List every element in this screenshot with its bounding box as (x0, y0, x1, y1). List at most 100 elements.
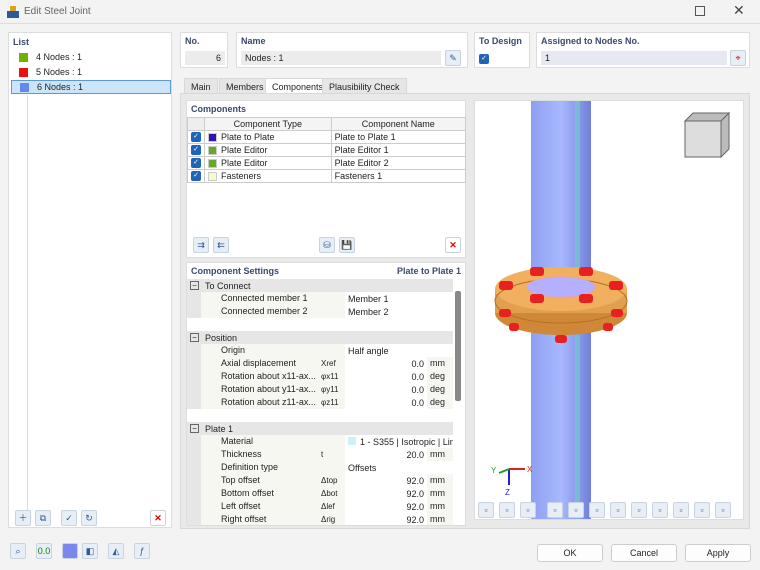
settings-header: Component Settings (191, 266, 279, 276)
delete-component-icon[interactable]: ✕ (445, 237, 461, 253)
reset-icon[interactable]: ▫ (694, 502, 710, 518)
add-component-icon[interactable]: ⇉ (193, 237, 209, 253)
select-icon[interactable]: ▫ (478, 502, 494, 518)
settings-row[interactable]: Rotation about z11-ax... φz11 0.0 deg (187, 396, 453, 409)
insert-component-icon[interactable]: ⇇ (213, 237, 229, 253)
settings-row[interactable]: Connected member 1 Member 1 (187, 292, 453, 305)
table-row[interactable]: ✓ Plate Editor Plate Editor 2 (187, 156, 467, 170)
settings-row[interactable]: Definition type Offsets (187, 461, 453, 474)
table-row[interactable]: ✓ Fasteners Fasteners 1 (187, 169, 467, 183)
setting-value[interactable]: Half angle (348, 345, 389, 356)
settings-row[interactable]: Thickness t 20.0 mm (187, 448, 453, 461)
no-label: No. (185, 36, 200, 46)
close-button[interactable]: ✕ (733, 2, 745, 18)
component-checkbox[interactable]: ✓ (191, 158, 201, 169)
settings-row[interactable]: Rotation about y11-ax... φy11 0.0 deg (187, 383, 453, 396)
collapse-icon[interactable]: − (190, 281, 199, 290)
settings-scrollbar[interactable] (455, 291, 461, 401)
settings-row[interactable]: Origin Half angle (187, 344, 453, 357)
settings-row[interactable]: Left offset Δlef 92.0 mm (187, 500, 453, 513)
no-field[interactable]: 6 (185, 51, 225, 65)
maximize-button[interactable] (695, 6, 705, 16)
settings-row[interactable]: Material 1 - S355 | Isotropic | Linea... (187, 435, 453, 448)
to-design-checkbox[interactable]: ✓ (479, 54, 489, 64)
table-row[interactable]: ✓ Plate to Plate Plate to Plate 1 (187, 130, 467, 144)
collapse-icon[interactable]: − (190, 424, 199, 433)
wireframe-icon[interactable]: ▫ (652, 502, 668, 518)
uncheck-icon[interactable]: ↻ (81, 510, 97, 526)
settings-row[interactable]: Axial displacement Xref 0.0 mm (187, 357, 453, 370)
pick-nodes-icon[interactable]: ⌖ (730, 50, 746, 66)
settings-row[interactable]: Rotation about x11-ax... φx11 0.0 deg (187, 370, 453, 383)
setting-unit (427, 344, 453, 357)
cancel-button[interactable]: Cancel (611, 544, 677, 562)
setting-value[interactable]: 20.0 (406, 449, 424, 460)
tab-components[interactable]: Components (265, 78, 331, 94)
iso-view-icon[interactable]: ▫ (610, 502, 626, 518)
ok-button[interactable]: OK (537, 544, 603, 562)
view-icon[interactable]: ◭ (108, 543, 124, 559)
setting-value[interactable]: Offsets (348, 462, 377, 473)
settings-row[interactable]: Bottom offset Δbot 92.0 mm (187, 487, 453, 500)
settings-row[interactable]: Connected member 2 Member 2 (187, 305, 453, 318)
x-view-icon[interactable]: ▫ (547, 502, 563, 518)
check-all-icon[interactable]: ✓ (61, 510, 77, 526)
tab-members[interactable]: Members (219, 78, 271, 94)
view-cube[interactable] (683, 111, 731, 159)
list-item-label: 6 Nodes : 1 (37, 82, 84, 92)
setting-value[interactable]: 92.0 (406, 501, 424, 512)
axes-icon[interactable]: ▫ (499, 502, 515, 518)
edit-name-icon[interactable]: ✎ (445, 50, 461, 66)
color-swatch (19, 67, 28, 77)
setting-value[interactable]: 1 - S355 | Isotropic | Linea... (360, 436, 453, 447)
setting-value[interactable]: Member 2 (348, 306, 389, 317)
tab-plausibility-check[interactable]: Plausibility Check (322, 78, 407, 94)
formula-icon[interactable]: ƒ (134, 543, 150, 559)
save-icon[interactable]: 💾 (339, 237, 355, 253)
z-view-icon[interactable]: ▫ (589, 502, 605, 518)
setting-symbol (321, 292, 345, 305)
apply-button[interactable]: Apply (685, 544, 751, 562)
3d-view[interactable]: X Y Z (474, 100, 744, 520)
table-row[interactable]: ✓ Plate Editor Plate Editor 1 (187, 143, 467, 157)
settings-group[interactable]: − Position (187, 331, 453, 344)
component-checkbox[interactable]: ✓ (191, 145, 201, 156)
delete-icon[interactable]: ✕ (150, 510, 166, 526)
y-view-icon[interactable]: ▫ (568, 502, 584, 518)
setting-value[interactable]: Member 1 (348, 293, 389, 304)
list-item[interactable]: 5 Nodes : 1 (11, 65, 171, 79)
settings-group[interactable]: − To Connect (187, 279, 453, 292)
tab-main[interactable]: Main (184, 78, 218, 94)
print-icon[interactable]: ▫ (673, 502, 689, 518)
solid-icon[interactable]: ▫ (631, 502, 647, 518)
display-icon[interactable]: ◧ (82, 543, 98, 559)
render-icon[interactable]: ▫ (520, 502, 536, 518)
list-item[interactable]: 4 Nodes : 1 (11, 50, 171, 64)
search-icon[interactable]: ⌕ (10, 543, 26, 559)
setting-unit: deg (427, 370, 453, 383)
settings-row[interactable]: Top offset Δtop 92.0 mm (187, 474, 453, 487)
setting-value[interactable]: 92.0 (406, 488, 424, 499)
component-checkbox[interactable]: ✓ (191, 132, 201, 143)
setting-value[interactable]: 92.0 (406, 514, 424, 525)
units-icon[interactable]: 0.0 (36, 543, 52, 559)
list-item[interactable]: 6 Nodes : 1 (11, 80, 171, 94)
list-item-label: 5 Nodes : 1 (36, 67, 83, 77)
assigned-field[interactable]: 1 (541, 51, 727, 65)
setting-value[interactable]: 0.0 (411, 358, 424, 369)
setting-value[interactable]: 92.0 (406, 475, 424, 486)
copy-item-icon[interactable]: ⧉ (35, 510, 51, 526)
setting-value[interactable]: 0.0 (411, 397, 424, 408)
new-item-icon[interactable]: ＋ (15, 510, 31, 526)
color-icon[interactable] (62, 543, 78, 559)
settings-group[interactable]: − Plate 1 (187, 422, 453, 435)
name-field[interactable]: Nodes : 1 (241, 51, 441, 65)
setting-value[interactable]: 0.0 (411, 371, 424, 382)
collapse-icon[interactable]: − (190, 333, 199, 342)
export-icon[interactable]: ▫ (715, 502, 731, 518)
setting-value[interactable]: 0.0 (411, 384, 424, 395)
assigned-label: Assigned to Nodes No. (541, 36, 640, 46)
component-checkbox[interactable]: ✓ (191, 171, 201, 182)
settings-row[interactable]: Right offset Δrig 92.0 mm (187, 513, 453, 525)
library-icon[interactable]: ⛁ (319, 237, 335, 253)
